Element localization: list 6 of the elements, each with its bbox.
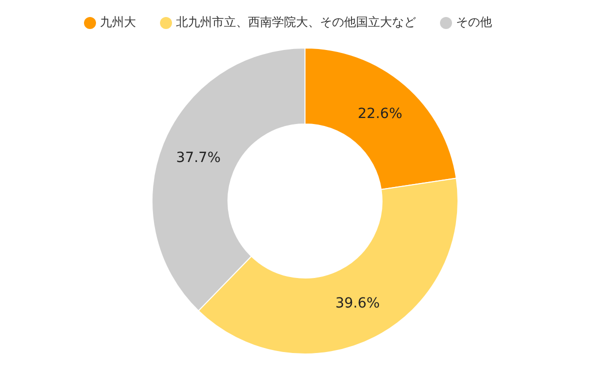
data-label: 37.7%	[176, 150, 221, 166]
data-label: 22.6%	[358, 106, 402, 122]
legend-label: その他	[456, 15, 492, 29]
legend-label: 北九州市立、西南学院大、その他国立大など	[176, 15, 416, 29]
legend-label: 九州大	[100, 15, 136, 29]
data-label: 39.6%	[335, 295, 380, 312]
